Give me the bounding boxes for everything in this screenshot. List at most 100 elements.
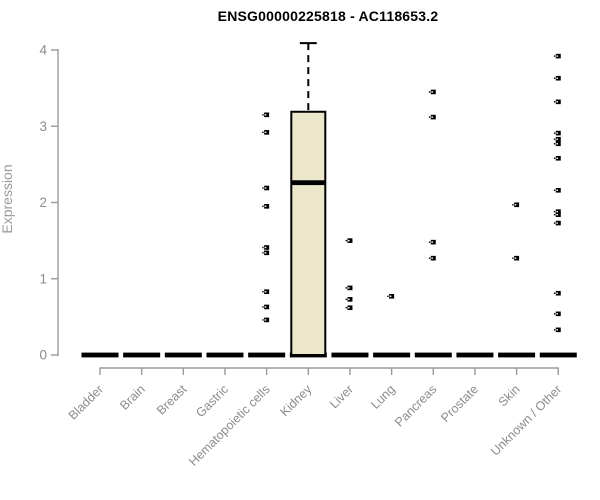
- outlier-square: [555, 75, 561, 81]
- outlier-square-slit: [556, 132, 558, 134]
- outlier-left-nub: [262, 252, 264, 254]
- outlier-square-slit: [264, 205, 267, 208]
- y-tick-label: 1: [39, 271, 47, 286]
- outlier-square: [264, 112, 270, 118]
- outlier-left-nub: [553, 222, 556, 224]
- outlier-square: [514, 202, 520, 208]
- outlier-left-nub: [428, 91, 431, 93]
- outlier-square-slit: [556, 143, 558, 145]
- outlier-left-nub: [553, 157, 556, 159]
- outlier-left-nub: [387, 295, 389, 297]
- outlier-square: [555, 220, 561, 226]
- zero-median-dash: [123, 352, 161, 358]
- outlier-point: [553, 75, 561, 81]
- outlier-square-slit: [389, 295, 392, 297]
- outlier-left-nub: [553, 138, 556, 140]
- outlier-square: [555, 99, 561, 105]
- outlier-left-nub: [262, 187, 264, 189]
- outlier-left-nub: [553, 143, 556, 145]
- outlier-square: [347, 297, 353, 302]
- outlier-point: [553, 53, 561, 59]
- outlier-left-nub: [553, 313, 556, 315]
- outlier-square: [555, 136, 561, 142]
- outlier-square-slit: [556, 77, 558, 79]
- zero-median-dash: [331, 352, 369, 358]
- outlier-square-slit: [431, 116, 433, 118]
- outlier-square: [264, 204, 270, 209]
- outlier-left-nub: [512, 257, 514, 259]
- outlier-point: [553, 141, 561, 147]
- outlier-left-nub: [553, 329, 556, 331]
- outlier-point: [428, 255, 436, 261]
- outlier-left-nub: [345, 307, 347, 309]
- outlier-left-nub: [553, 292, 556, 294]
- outlier-square: [264, 130, 270, 135]
- outlier-point: [262, 289, 270, 295]
- y-tick-label: 3: [39, 119, 47, 134]
- x-tick-label: Bladder: [66, 382, 106, 422]
- outlier-left-nub: [553, 77, 556, 79]
- outlier-square-slit: [264, 252, 267, 254]
- outlier-left-nub: [553, 101, 556, 103]
- outlier-square-slit: [556, 313, 558, 315]
- outlier-point: [553, 212, 561, 217]
- outlier-square: [264, 304, 270, 310]
- x-tick-label: Breast: [154, 382, 190, 418]
- outlier-square-slit: [556, 157, 558, 159]
- outlier-left-nub: [553, 214, 556, 216]
- outlier-square-slit: [514, 204, 517, 206]
- outlier-square: [264, 250, 270, 256]
- outlier-square-slit: [264, 187, 267, 189]
- outlier-left-nub: [262, 319, 264, 321]
- outlier-square-slit: [514, 257, 517, 259]
- outlier-point: [553, 220, 561, 226]
- outlier-left-nub: [428, 116, 431, 118]
- outlier-square: [347, 238, 353, 243]
- outlier-square-slit: [556, 214, 558, 216]
- x-tick-label: Unknown / Other: [488, 382, 564, 458]
- outlier-point: [553, 155, 561, 161]
- y-tick-label: 4: [39, 43, 47, 58]
- outlier-point: [345, 305, 353, 311]
- outlier-square: [555, 155, 561, 161]
- outlier-square-slit: [348, 239, 350, 242]
- x-tick-label: Kidney: [277, 382, 314, 419]
- outlier-left-nub: [553, 55, 556, 57]
- outlier-square-slit: [556, 55, 558, 57]
- outlier-left-nub: [345, 239, 347, 242]
- outlier-point: [553, 99, 561, 105]
- outlier-square: [430, 239, 436, 245]
- x-tick-label: Skin: [496, 382, 523, 409]
- outlier-left-nub: [262, 306, 264, 308]
- x-tick-label: Pancreas: [392, 382, 439, 429]
- outlier-point: [512, 202, 520, 208]
- median-line: [291, 180, 326, 186]
- outlier-square-slit: [431, 241, 433, 243]
- outlier-square-slit: [556, 189, 558, 191]
- zero-median-dash: [81, 352, 119, 358]
- outlier-left-nub: [345, 298, 347, 301]
- outlier-point: [262, 204, 270, 209]
- outlier-square: [555, 209, 561, 214]
- outlier-point: [262, 112, 270, 118]
- outlier-point: [428, 239, 436, 245]
- outlier-left-nub: [428, 257, 431, 259]
- outlier-square: [264, 185, 270, 191]
- outlier-square: [555, 53, 561, 59]
- outlier-left-nub: [345, 287, 347, 289]
- outlier-square-slit: [264, 114, 267, 116]
- outlier-point: [553, 327, 561, 333]
- outlier-square: [264, 289, 270, 295]
- outlier-square: [264, 317, 270, 323]
- zero-median-dash: [164, 352, 202, 358]
- chart-title: ENSG00000225818 - AC118653.2: [217, 8, 439, 24]
- outlier-square: [514, 255, 520, 261]
- outlier-point: [428, 114, 436, 120]
- outlier-square: [347, 285, 353, 291]
- outlier-square: [430, 89, 436, 95]
- outlier-point: [345, 297, 353, 302]
- outlier-square-slit: [556, 138, 558, 140]
- outlier-point: [512, 255, 520, 261]
